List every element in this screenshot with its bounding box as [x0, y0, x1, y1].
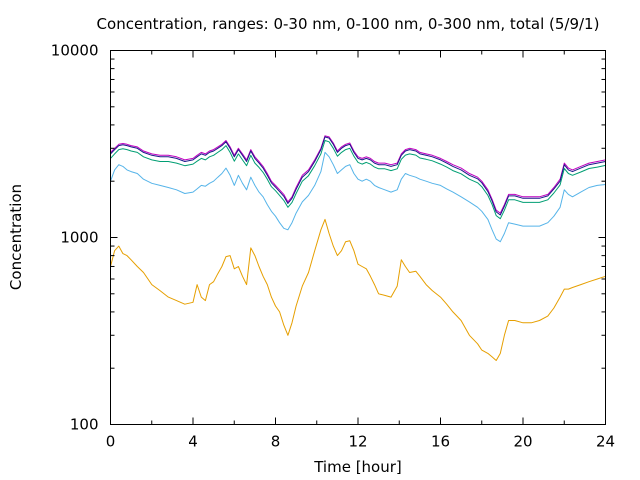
- y-tick-label: 10000: [51, 42, 99, 60]
- x-tick-label: 20: [513, 433, 532, 451]
- x-axis-label: Time [hour]: [313, 458, 402, 476]
- series-lines: [110, 135, 606, 361]
- x-tick-label: 12: [348, 433, 367, 451]
- y-axis-label: Concentration: [7, 184, 25, 290]
- series-line-3: [110, 140, 606, 220]
- y-tick-label: 1000: [60, 229, 98, 247]
- series-line-4: [110, 151, 606, 243]
- x-tick-label: 16: [431, 433, 450, 451]
- plot-frame: [110, 50, 606, 425]
- y-axis: 100 1000 10000: [51, 42, 606, 434]
- x-tick-label: 4: [188, 433, 198, 451]
- series-line-2: [110, 136, 606, 216]
- x-tick-label: 0: [106, 433, 116, 451]
- series-line-5: [110, 218, 606, 361]
- x-tick-label: 24: [596, 433, 615, 451]
- x-tick-label: 8: [271, 433, 281, 451]
- chart-title: Concentration, ranges: 0-30 nm, 0-100 nm…: [97, 15, 600, 33]
- y-tick-label: 100: [70, 416, 99, 434]
- series-line-1: [110, 135, 606, 214]
- x-axis: 0 4 8 12 16 20 24: [106, 50, 615, 451]
